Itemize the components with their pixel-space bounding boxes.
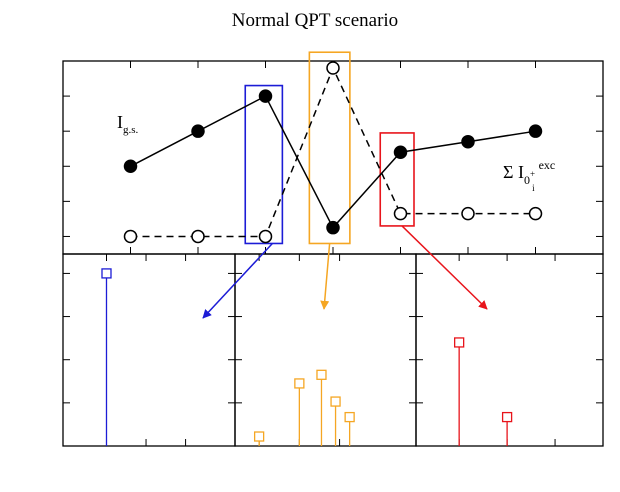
highlight-box-1 <box>244 84 284 245</box>
transition-arrow-3 <box>401 225 488 310</box>
figure-title: Normal QPT scenario <box>232 10 398 31</box>
stem-marker <box>501 411 513 423</box>
series-2-point <box>393 206 408 221</box>
series-2-point <box>461 206 475 221</box>
highlight-box-3 <box>379 132 415 227</box>
stem-marker <box>344 411 355 423</box>
transition-arrow-1 <box>202 242 273 319</box>
stem-marker <box>294 378 305 389</box>
series-label-exc: Σ I0+ iexc <box>503 158 555 193</box>
series-1-point <box>258 89 273 103</box>
stem-marker <box>316 369 327 380</box>
series-1-point <box>123 159 138 174</box>
series-1-point <box>191 124 205 138</box>
series-line-1 <box>130 95 536 229</box>
series-2-point <box>258 229 273 244</box>
series-2-point <box>528 206 543 221</box>
bottom-right-panel <box>415 253 604 447</box>
series-1-point <box>528 124 543 138</box>
stem-marker <box>454 337 465 348</box>
stem-marker <box>253 431 265 442</box>
series-label-gs: Ig.s. <box>117 112 139 136</box>
stem-marker <box>330 396 341 407</box>
panel-frame <box>62 253 236 447</box>
series-2-point <box>123 229 138 244</box>
bottom-left-panel <box>62 253 236 447</box>
transition-arrows <box>202 225 488 319</box>
series-1-point <box>461 134 475 149</box>
highlight-box-2 <box>308 51 351 245</box>
series-1-point <box>393 145 408 159</box>
panel-frame <box>415 253 604 447</box>
bottom-middle-panel <box>234 253 417 447</box>
series-1-point <box>326 220 340 235</box>
transition-arrow-2 <box>320 243 331 310</box>
series-2-point <box>191 229 205 244</box>
series-line-2 <box>130 66 536 238</box>
series-2-point <box>326 61 340 75</box>
top-panel: Ig.s. Σ I0+ iexc <box>62 51 604 255</box>
stem-marker <box>101 268 112 279</box>
